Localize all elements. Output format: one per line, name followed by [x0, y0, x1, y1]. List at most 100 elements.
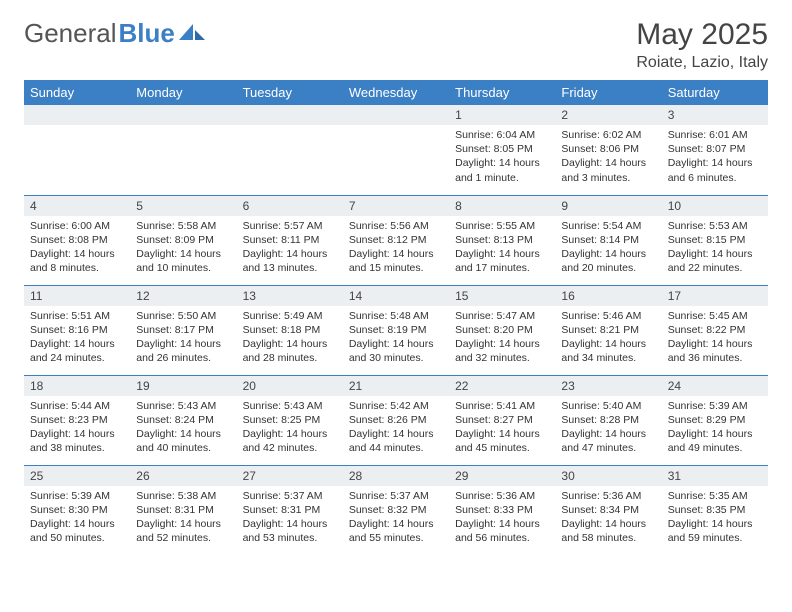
- sunset-text: Sunset: 8:14 PM: [561, 233, 655, 247]
- day-details: Sunrise: 5:48 AMSunset: 8:19 PMDaylight:…: [343, 306, 449, 372]
- sunset-text: Sunset: 8:11 PM: [243, 233, 337, 247]
- sunset-text: Sunset: 8:27 PM: [455, 413, 549, 427]
- day-details: Sunrise: 5:45 AMSunset: 8:22 PMDaylight:…: [662, 306, 768, 372]
- day-number: 5: [130, 196, 236, 216]
- sunset-text: Sunset: 8:12 PM: [349, 233, 443, 247]
- calendar-week-row: 11Sunrise: 5:51 AMSunset: 8:16 PMDayligh…: [24, 285, 768, 375]
- day-details: Sunrise: 5:53 AMSunset: 8:15 PMDaylight:…: [662, 216, 768, 282]
- daylight-text: Daylight: 14 hours and 3 minutes.: [561, 156, 655, 184]
- day-number: 4: [24, 196, 130, 216]
- day-number: 25: [24, 466, 130, 486]
- daylight-text: Daylight: 14 hours and 15 minutes.: [349, 247, 443, 275]
- day-number: 27: [237, 466, 343, 486]
- location-text: Roiate, Lazio, Italy: [636, 54, 768, 72]
- calendar-week-row: 25 Sunrise: 5:39 AMSunset: 8:30 PM Dayligh…: [24, 465, 768, 555]
- sunset-text: Sunset: 8:07 PM: [668, 142, 762, 156]
- sunset-text: Sunset: 8:05 PM: [455, 142, 549, 156]
- day-number: [237, 105, 343, 125]
- calendar-day-cell: 19Sunrise: 5:43 AMSunset: 8:24 PMDayligh…: [130, 375, 236, 465]
- day-number: 29: [449, 466, 555, 486]
- weekday-header: Saturday: [662, 80, 768, 105]
- calendar-day-cell: [24, 105, 130, 195]
- day-number: 17: [662, 286, 768, 306]
- day-details: Sunrise: 5:50 AMSunset: 8:17 PMDaylight:…: [130, 306, 236, 372]
- daylight-text: Daylight: 14 hours and 59 minutes.: [668, 517, 762, 545]
- calendar-week-row: 18Sunrise: 5:44 AMSunset: 8:23 PMDayligh…: [24, 375, 768, 465]
- sunset-text: Sunset: 8:24 PM: [136, 413, 230, 427]
- sunrise-text: Sunrise: 5:37 AM: [243, 489, 337, 503]
- sunrise-text: Sunrise: 5:39 AM: [668, 399, 762, 413]
- sunrise-text: Sunrise: 5:50 AM: [136, 309, 230, 323]
- sunrise-text: Sunrise: 5:35 AM: [668, 489, 762, 503]
- day-number: 19: [130, 376, 236, 396]
- calendar-week-row: 1Sunrise: 6:04 AMSunset: 8:05 PMDaylight…: [24, 105, 768, 195]
- day-number: 8: [449, 196, 555, 216]
- sunset-text: Sunset: 8:06 PM: [561, 142, 655, 156]
- calendar-day-cell: 6Sunrise: 5:57 AMSunset: 8:11 PMDaylight…: [237, 195, 343, 285]
- day-details: Sunrise: 6:01 AMSunset: 8:07 PMDaylight:…: [662, 125, 768, 191]
- sunrise-text: Sunrise: 5:42 AM: [349, 399, 443, 413]
- sunrise-text: Sunrise: 5:47 AM: [455, 309, 549, 323]
- weekday-header: Wednesday: [343, 80, 449, 105]
- calendar-day-cell: 28Sunrise: 5:37 AMSunset: 8:32 PMDayligh…: [343, 465, 449, 555]
- sunset-text: Sunset: 8:22 PM: [668, 323, 762, 337]
- sunrise-text: Sunrise: 6:00 AM: [30, 219, 124, 233]
- calendar-day-cell: 20Sunrise: 5:43 AMSunset: 8:25 PMDayligh…: [237, 375, 343, 465]
- sunset-text: Sunset: 8:34 PM: [561, 503, 655, 517]
- day-number: 28: [343, 466, 449, 486]
- daylight-text: Daylight: 14 hours and 55 minutes.: [349, 517, 443, 545]
- daylight-text: Daylight: 14 hours and 17 minutes.: [455, 247, 549, 275]
- sunset-text: Sunset: 8:29 PM: [668, 413, 762, 427]
- sunrise-text: Sunrise: 5:39 AM: [30, 489, 124, 503]
- weekday-header: Monday: [130, 80, 236, 105]
- calendar-day-cell: 26Sunrise: 5:38 AMSunset: 8:31 PMDayligh…: [130, 465, 236, 555]
- calendar-day-cell: 9Sunrise: 5:54 AMSunset: 8:14 PMDaylight…: [555, 195, 661, 285]
- calendar-day-cell: 4Sunrise: 6:00 AMSunset: 8:08 PMDaylight…: [24, 195, 130, 285]
- sunrise-text: Sunrise: 5:36 AM: [561, 489, 655, 503]
- daylight-text: Daylight: 14 hours and 26 minutes.: [136, 337, 230, 365]
- calendar-day-cell: 13Sunrise: 5:49 AMSunset: 8:18 PMDayligh…: [237, 285, 343, 375]
- day-number: [130, 105, 236, 125]
- calendar-day-cell: 29Sunrise: 5:36 AMSunset: 8:33 PMDayligh…: [449, 465, 555, 555]
- day-details: Sunrise: 5:58 AMSunset: 8:09 PMDaylight:…: [130, 216, 236, 282]
- sunrise-text: Sunrise: 5:55 AM: [455, 219, 549, 233]
- day-number: 15: [449, 286, 555, 306]
- calendar-day-cell: 17Sunrise: 5:45 AMSunset: 8:22 PMDayligh…: [662, 285, 768, 375]
- page-header: GeneralBlue May 2025 Roiate, Lazio, Ital…: [24, 18, 768, 72]
- daylight-text: Daylight: 14 hours and 22 minutes.: [668, 247, 762, 275]
- logo-text-blue: Blue: [119, 18, 175, 49]
- calendar-day-cell: 14Sunrise: 5:48 AMSunset: 8:19 PMDayligh…: [343, 285, 449, 375]
- day-number: 1: [449, 105, 555, 125]
- sunset-text: Sunset: 8:30 PM: [30, 503, 124, 517]
- sunset-text: Sunset: 8:26 PM: [349, 413, 443, 427]
- sunrise-text: Sunrise: 5:45 AM: [668, 309, 762, 323]
- sunset-text: Sunset: 8:08 PM: [30, 233, 124, 247]
- day-details: Sunrise: 5:35 AMSunset: 8:35 PMDaylight:…: [662, 486, 768, 552]
- daylight-text: Daylight: 14 hours and 8 minutes.: [30, 247, 124, 275]
- calendar-day-cell: 1Sunrise: 6:04 AMSunset: 8:05 PMDaylight…: [449, 105, 555, 195]
- calendar-day-cell: 8Sunrise: 5:55 AMSunset: 8:13 PMDaylight…: [449, 195, 555, 285]
- day-number: 26: [130, 466, 236, 486]
- daylight-text: Daylight: 14 hours and 28 minutes.: [243, 337, 337, 365]
- day-details: Sunrise: 6:02 AMSunset: 8:06 PMDaylight:…: [555, 125, 661, 191]
- calendar-table: Sunday Monday Tuesday Wednesday Thursday…: [24, 80, 768, 555]
- daylight-text: Daylight: 14 hours and 24 minutes.: [30, 337, 124, 365]
- day-details: Sunrise: 6:00 AMSunset: 8:08 PMDaylight:…: [24, 216, 130, 282]
- day-number: 31: [662, 466, 768, 486]
- weekday-header: Tuesday: [237, 80, 343, 105]
- weekday-header: Thursday: [449, 80, 555, 105]
- day-number: [24, 105, 130, 125]
- day-number: 18: [24, 376, 130, 396]
- daylight-text: Daylight: 14 hours and 42 minutes.: [243, 427, 337, 455]
- logo-sail-icon: [179, 18, 205, 49]
- daylight-text: Daylight: 14 hours and 49 minutes.: [668, 427, 762, 455]
- sunset-text: Sunset: 8:17 PM: [136, 323, 230, 337]
- calendar-day-cell: 22Sunrise: 5:41 AMSunset: 8:27 PMDayligh…: [449, 375, 555, 465]
- sunrise-text: Sunrise: 5:38 AM: [136, 489, 230, 503]
- sunset-text: Sunset: 8:23 PM: [30, 413, 124, 427]
- sunset-text: Sunset: 8:16 PM: [30, 323, 124, 337]
- calendar-day-cell: 10Sunrise: 5:53 AMSunset: 8:15 PMDayligh…: [662, 195, 768, 285]
- day-number: 24: [662, 376, 768, 396]
- day-number: 2: [555, 105, 661, 125]
- sunset-text: Sunset: 8:15 PM: [668, 233, 762, 247]
